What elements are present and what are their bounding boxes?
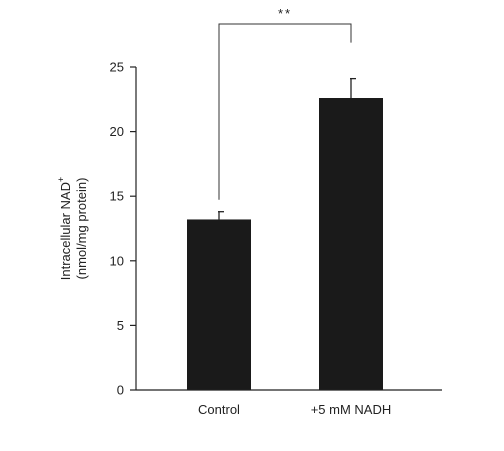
bar — [187, 219, 251, 390]
y-axis-title-units: (nmol/mg protein) — [74, 178, 89, 280]
y-tick-label: 5 — [117, 318, 124, 333]
y-tick-label: 15 — [110, 189, 124, 204]
x-axis: Control +5 mM NADH — [136, 389, 442, 417]
significance-line — [218, 23, 352, 200]
y-axis-title-superscript: + — [56, 177, 66, 182]
bars — [187, 77, 383, 391]
y-tick-label: 0 — [117, 383, 124, 398]
bar — [319, 98, 383, 391]
y-tick-label: 10 — [110, 253, 124, 268]
x-category-label: +5 mM NADH — [311, 402, 392, 417]
x-category-label: Control — [198, 402, 240, 417]
y-axis: 0 5 10 15 20 25 — [110, 60, 137, 398]
significance-bracket: ** — [218, 6, 352, 200]
y-axis-title: Intracellular NAD+ — [56, 177, 73, 281]
y-tick-label: 20 — [110, 124, 124, 139]
y-tick-label: 25 — [110, 60, 124, 75]
significance-label: ** — [278, 6, 292, 21]
y-axis-title-main: Intracellular NAD — [58, 182, 73, 280]
